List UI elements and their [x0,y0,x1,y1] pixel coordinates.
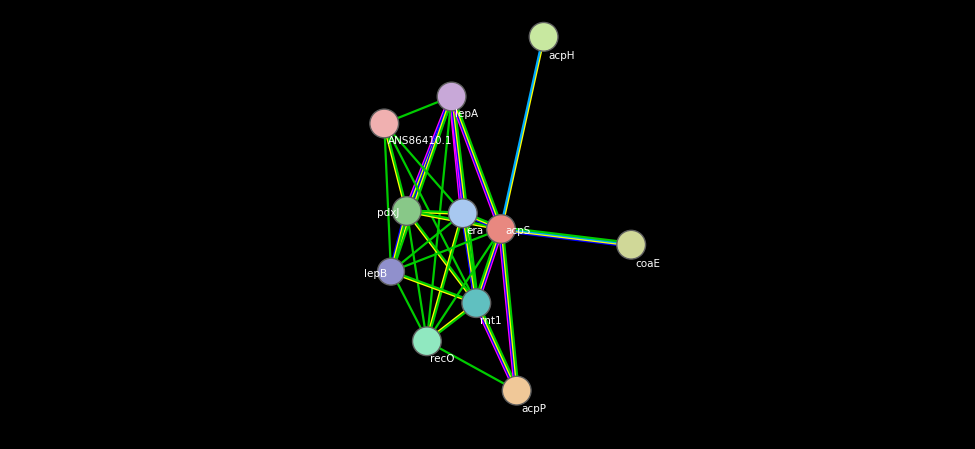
Text: recO: recO [431,354,455,364]
Circle shape [377,258,405,285]
Text: acpS: acpS [505,226,530,236]
Circle shape [392,197,421,225]
Text: acpP: acpP [522,404,546,414]
Text: era: era [466,226,484,236]
Text: lepA: lepA [455,110,479,119]
Text: coaE: coaE [636,259,661,269]
Circle shape [462,289,490,317]
Text: ANS86410.1: ANS86410.1 [388,136,452,146]
Text: lepB: lepB [364,269,387,279]
Circle shape [448,199,477,228]
Circle shape [487,215,516,243]
Circle shape [502,376,531,405]
Text: rnt1: rnt1 [480,316,501,326]
Circle shape [412,327,442,356]
Circle shape [437,82,466,111]
Text: pdxJ: pdxJ [377,208,400,218]
Circle shape [617,230,645,259]
Text: acpH: acpH [548,51,574,61]
Circle shape [529,22,558,51]
Circle shape [370,109,399,138]
